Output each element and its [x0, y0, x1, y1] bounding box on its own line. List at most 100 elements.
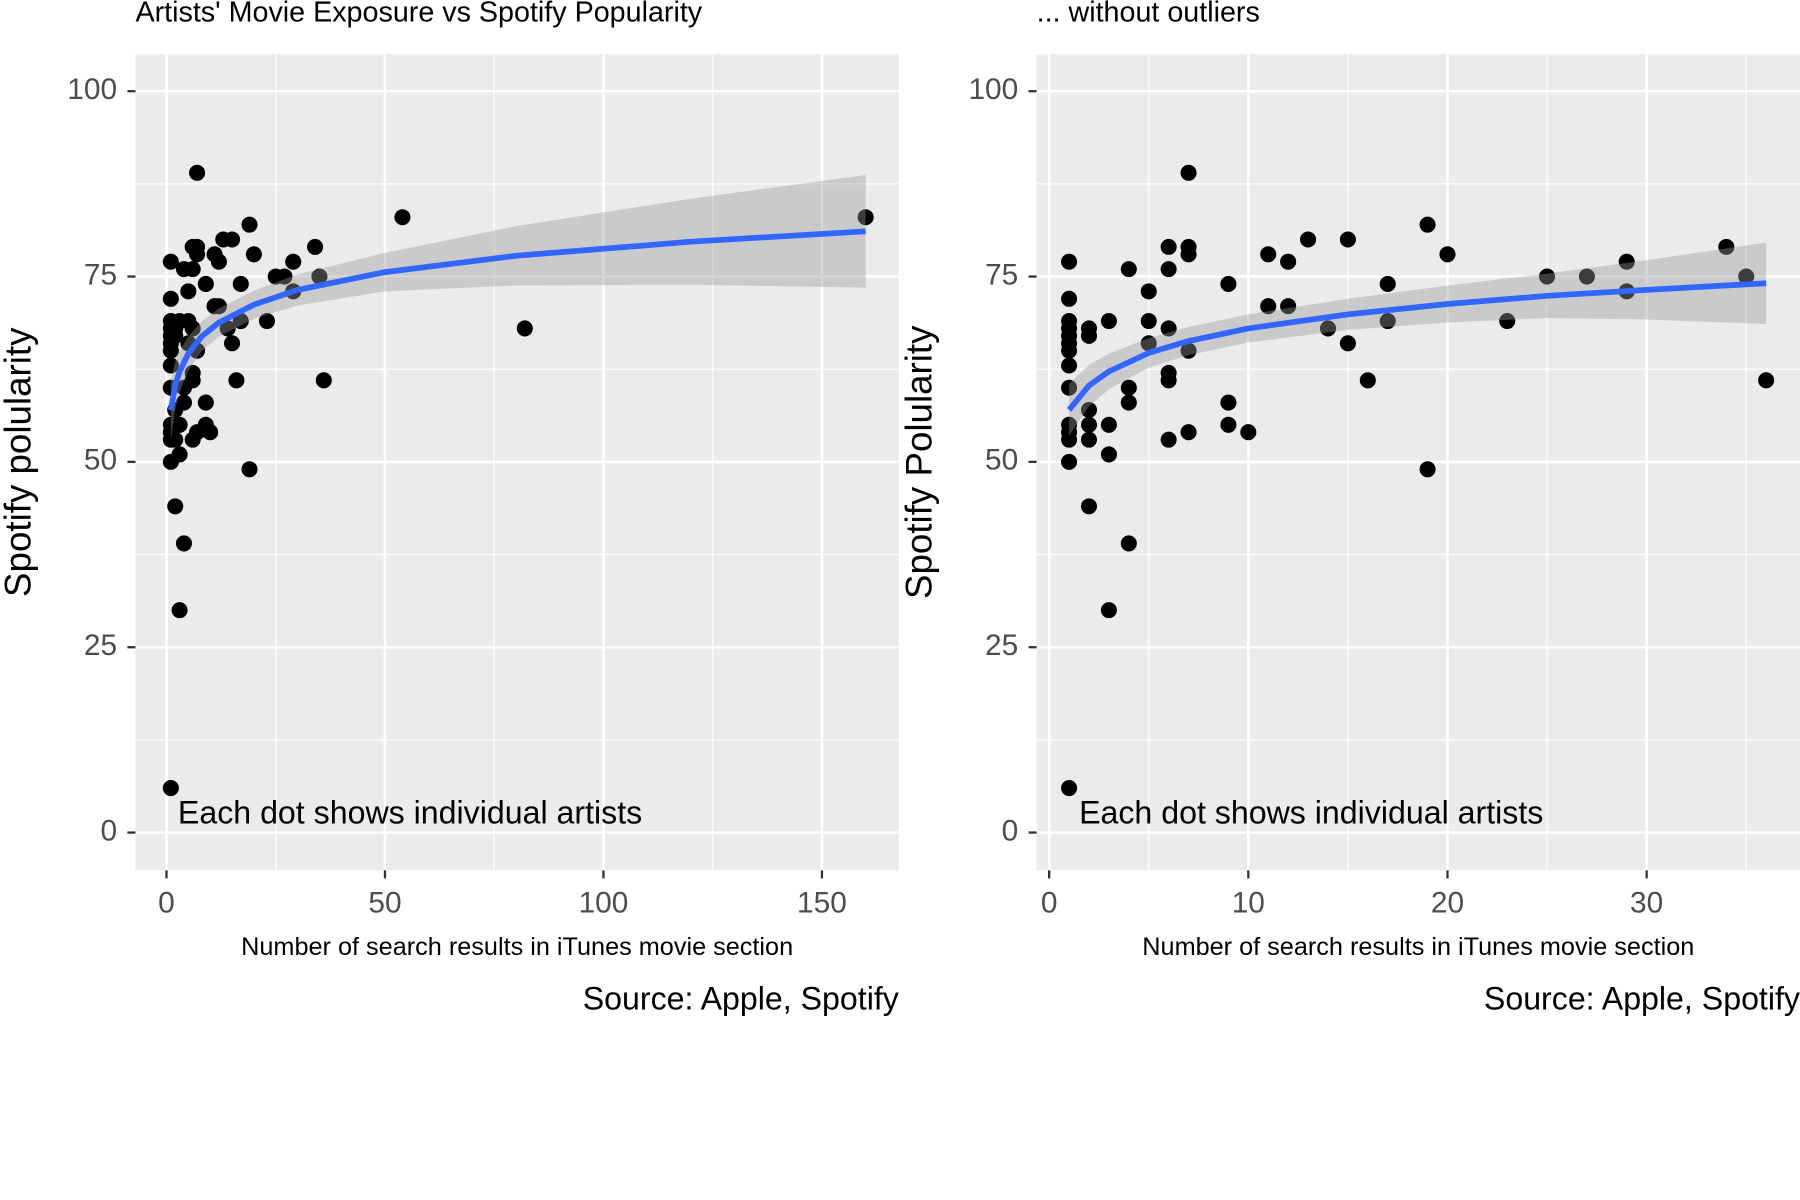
y-tick-label: 0	[100, 814, 117, 847]
point	[1061, 453, 1078, 470]
point	[1080, 498, 1098, 515]
point	[1061, 379, 1078, 396]
point	[1319, 320, 1337, 337]
point	[1379, 275, 1396, 292]
x-tick-label: 0	[158, 887, 175, 920]
point	[1140, 312, 1157, 330]
point	[1061, 431, 1078, 448]
point	[1220, 275, 1237, 292]
point	[232, 275, 249, 292]
point	[1280, 253, 1297, 270]
panel: 0 50 100 150 0 25 50 75 100 Each dot shows indivi…	[0, 0, 899, 1017]
point	[1080, 327, 1098, 344]
point	[1160, 320, 1177, 337]
point	[171, 446, 188, 463]
y-tick-label: 50	[985, 444, 1018, 477]
annotation: Each dot shows individual artists	[1079, 795, 1543, 831]
point	[184, 320, 201, 337]
point	[167, 431, 184, 448]
y-tick-label: 75	[985, 258, 1018, 291]
point	[1419, 461, 1436, 478]
point	[1080, 416, 1098, 433]
point	[1280, 298, 1297, 315]
point	[232, 312, 249, 330]
point	[162, 780, 179, 797]
point	[276, 268, 293, 285]
point	[223, 231, 241, 248]
point	[1419, 216, 1436, 233]
point	[1359, 372, 1376, 389]
point	[1180, 342, 1197, 359]
point	[1160, 261, 1177, 278]
point	[1439, 246, 1456, 263]
fit-line	[168, 228, 866, 411]
point	[1300, 231, 1317, 248]
point	[189, 164, 206, 181]
point	[241, 461, 258, 478]
point	[245, 246, 262, 263]
point	[1120, 535, 1137, 552]
y-axis-label: Spotify Polularity	[899, 325, 940, 599]
x-tick-label: 10	[1232, 887, 1265, 920]
point	[1180, 246, 1197, 263]
point	[285, 253, 302, 270]
point	[223, 335, 241, 352]
chart-title: ... without outliers	[1037, 0, 1260, 29]
point	[1120, 394, 1137, 411]
point	[1339, 231, 1356, 248]
point	[171, 416, 188, 433]
point	[210, 298, 227, 315]
point	[167, 327, 184, 344]
point	[311, 268, 328, 285]
point	[394, 209, 411, 226]
point	[1061, 342, 1078, 359]
point	[1160, 238, 1177, 255]
fit-line	[1066, 280, 1767, 412]
point	[175, 535, 192, 552]
point	[210, 253, 227, 270]
point	[202, 424, 219, 441]
y-tick-label: 100	[968, 73, 1018, 106]
point	[1220, 416, 1237, 433]
point	[1499, 312, 1516, 330]
point	[197, 394, 214, 411]
point	[1100, 312, 1117, 330]
point	[162, 342, 179, 359]
point	[1080, 401, 1098, 419]
point	[162, 253, 179, 270]
point	[1160, 431, 1177, 448]
point	[1160, 372, 1177, 389]
point	[1140, 283, 1157, 300]
x-tick-label: 20	[1431, 887, 1464, 920]
point	[1061, 253, 1078, 270]
point	[1180, 424, 1197, 441]
caption: Source: Apple, Spotify	[1484, 981, 1800, 1017]
point	[197, 275, 214, 292]
point	[171, 602, 188, 619]
point	[258, 312, 276, 330]
point	[175, 394, 192, 411]
point	[1220, 394, 1237, 411]
point	[219, 320, 236, 337]
point	[184, 261, 201, 278]
point	[1379, 312, 1396, 330]
point	[1061, 290, 1078, 307]
point	[1100, 446, 1117, 463]
chart-title: Artists' Movie Exposure vs Spotify Popul…	[135, 0, 702, 29]
y-tick-label: 100	[67, 73, 117, 106]
y-axis-label: Spotify polularity	[0, 327, 38, 597]
y-tick-label: 25	[84, 629, 117, 662]
point	[1339, 335, 1356, 352]
annotation: Each dot shows individual artists	[178, 795, 642, 831]
point	[857, 209, 874, 226]
x-tick-label: 0	[1041, 887, 1058, 920]
point	[1061, 780, 1078, 797]
point	[1100, 416, 1117, 433]
point	[189, 246, 206, 263]
point	[167, 498, 184, 515]
x-tick-label: 150	[797, 887, 847, 920]
point	[184, 372, 201, 389]
caption: Source: Apple, Spotify	[583, 981, 899, 1017]
